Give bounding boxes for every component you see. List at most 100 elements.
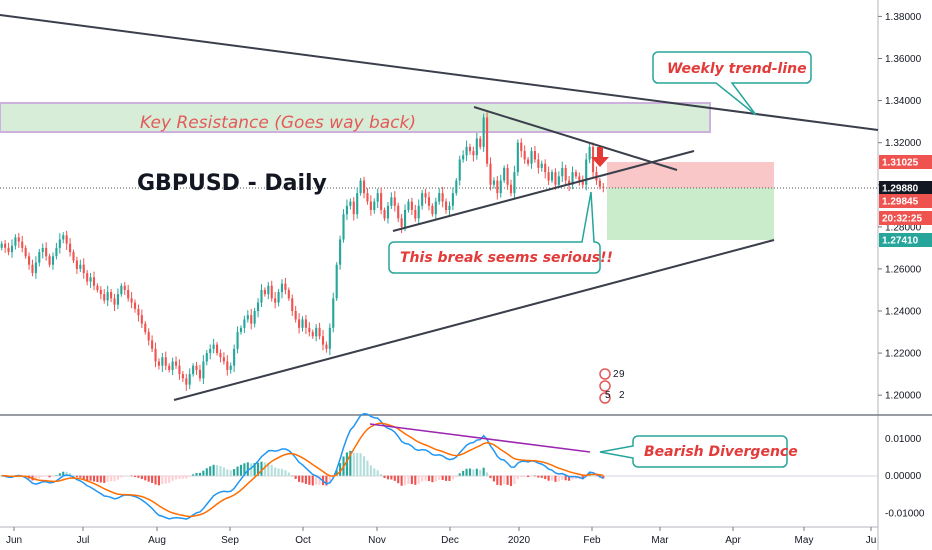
events-icon[interactable]: 2 9 5 2	[599, 368, 625, 404]
candle-body	[492, 180, 495, 185]
candle-body	[537, 159, 540, 168]
time-axis[interactable]: Jun Jul Aug Sep Oct Nov Dec 2020 Feb Mar Apr May Ju	[6, 527, 876, 546]
key-resistance-zone[interactable]	[0, 102, 711, 133]
macd-histogram-bar	[468, 468, 472, 476]
candle-body	[34, 262, 37, 274]
candle-body	[503, 167, 506, 181]
candle-body	[209, 348, 212, 354]
macd-histogram-bar	[99, 475, 102, 483]
price-tag-label: 20:32:25	[882, 214, 922, 225]
macd-histogram-bar	[520, 475, 523, 478]
weekly-trendline-callout[interactable]: Weekly trend-line	[652, 51, 812, 116]
macd-histogram-bar	[267, 462, 270, 476]
weekly-trend-line[interactable]	[0, 14, 879, 131]
take-profit-zone[interactable]	[607, 188, 774, 240]
candle-body	[96, 285, 99, 290]
macd-histogram-bar	[424, 475, 427, 481]
candle-body	[198, 369, 202, 379]
candle-body	[110, 292, 113, 299]
candle-body	[137, 308, 140, 316]
candle-body	[366, 193, 369, 202]
candle-body	[89, 277, 92, 282]
macd-histogram-bar	[373, 468, 376, 476]
candle-body	[280, 283, 284, 293]
macd-histogram-bar	[550, 475, 554, 481]
macd-histogram-bar	[291, 475, 294, 477]
macd-histogram-bar	[130, 475, 133, 477]
candle-body	[520, 142, 523, 152]
candle-body	[523, 151, 526, 160]
macd-histogram-bar	[581, 475, 584, 480]
candle-body	[578, 176, 581, 181]
candle-body	[69, 243, 72, 253]
candle-body	[298, 319, 301, 328]
macd-histogram-bar	[544, 475, 547, 480]
candle-body	[14, 237, 17, 246]
price-tag-label: 1.27410	[882, 236, 919, 247]
divergence-line[interactable]	[369, 423, 591, 453]
candle-body	[24, 247, 27, 257]
macd-axis-label: 0.00000	[885, 471, 922, 482]
macd-histogram-bar	[513, 475, 516, 485]
candle-body	[250, 315, 253, 324]
price-tag-label: 1.29880	[882, 184, 919, 195]
candle-body	[400, 218, 403, 227]
macd-histogram-bar	[133, 475, 137, 477]
macd-histogram-bar	[236, 466, 239, 476]
candle-body	[205, 353, 208, 362]
break-callout[interactable]: This break seems serious!!	[388, 191, 613, 274]
macd-histogram-bar	[533, 475, 536, 477]
macd-histogram-bar	[530, 475, 533, 477]
macd-histogram-bar	[140, 475, 143, 480]
candle-body	[390, 197, 393, 206]
macd-histogram-bar	[561, 475, 564, 480]
candle-body	[92, 277, 96, 286]
candle-body	[287, 289, 290, 299]
lower-support-trend-line[interactable]	[173, 239, 775, 401]
candle-body	[438, 193, 441, 202]
candle-body	[257, 302, 260, 311]
wedge-upper-line[interactable]	[473, 106, 678, 171]
candle-body	[335, 264, 338, 299]
candle-body	[274, 298, 277, 303]
bearish-divergence-callout[interactable]: Bearish Divergence	[599, 435, 798, 468]
candle-body	[171, 361, 174, 370]
macd-histogram-bar	[304, 475, 307, 484]
candle-body	[267, 285, 270, 295]
candle-body	[352, 201, 355, 215]
macd-histogram-bar	[103, 475, 106, 483]
macd-histogram-bar	[222, 467, 225, 476]
sell-arrow-icon	[591, 147, 609, 167]
macd-histogram-bar	[229, 470, 232, 476]
candles-layer	[0, 112, 605, 391]
macd-histogram-bar	[195, 472, 198, 476]
macd-histogram-bar	[147, 475, 150, 482]
price-axis-label: 1.32000	[885, 138, 922, 149]
candle-body	[581, 180, 584, 185]
macd-histogram-bar	[568, 475, 571, 481]
macd-histogram-bar	[127, 475, 130, 477]
macd-histogram-bar	[352, 452, 355, 476]
candle-body	[568, 180, 571, 185]
stop-loss-zone[interactable]	[607, 162, 774, 188]
price-axis-label: 1.38000	[885, 12, 922, 23]
macd-axis[interactable]: 0.01000 0.00000 -0.01000	[885, 434, 925, 519]
macd-histogram-bar	[547, 475, 550, 481]
macd-axis-label: 0.01000	[885, 434, 922, 445]
macd-histogram-bar	[492, 475, 495, 482]
wedge-lower-line[interactable]	[392, 150, 695, 232]
macd-histogram-bar	[62, 471, 65, 476]
macd-histogram-bar	[489, 475, 492, 479]
candle-body	[496, 180, 499, 194]
macd-histogram-bar	[250, 463, 253, 476]
candle-body	[434, 201, 437, 215]
candle-body	[99, 289, 102, 295]
candle-body	[550, 172, 554, 181]
price-axis-label: 1.26000	[885, 264, 922, 275]
candle-body	[58, 239, 61, 248]
macd-histogram-bar	[451, 475, 454, 480]
candle-body	[315, 327, 318, 337]
macd-histogram-bar	[86, 475, 89, 481]
macd-histogram-bar	[277, 468, 280, 476]
